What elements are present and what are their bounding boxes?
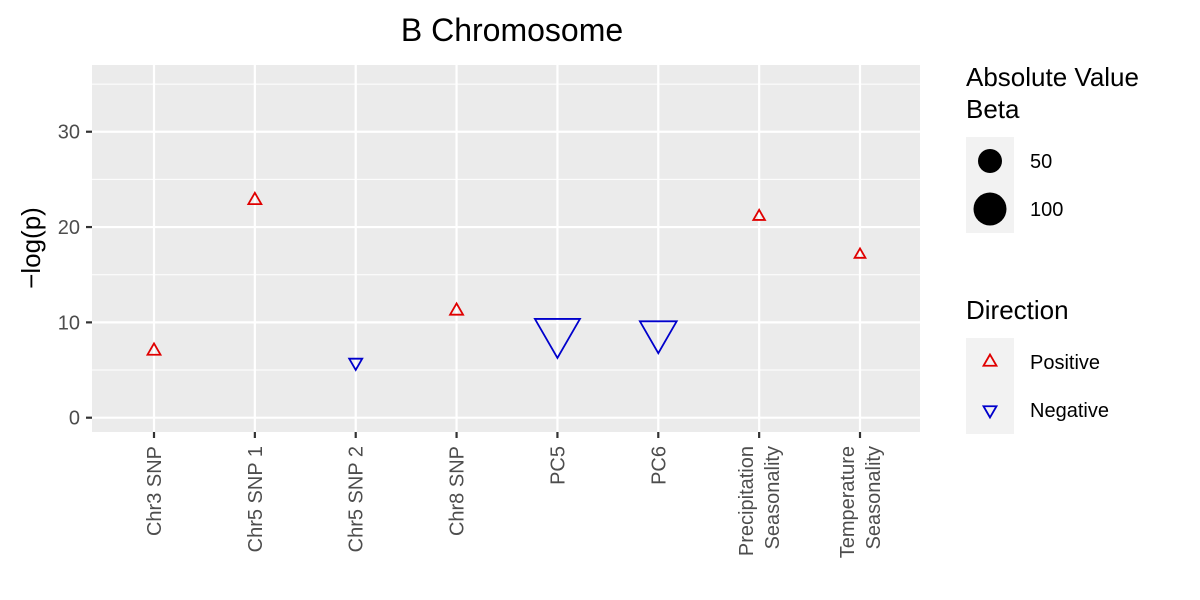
x-tick-label: Precipitation [736, 446, 758, 556]
size-legend-key [978, 149, 1002, 173]
x-tick-label: Chr8 SNP [447, 446, 469, 536]
axes: 0 10 20 30 Chr3 SNP Chr5 SNP 1 Chr5 SNP 2 Chr8 … [58, 122, 885, 559]
x-tick-label: Seasonality [762, 446, 784, 549]
data-points [145, 191, 867, 372]
x-tick-label: Chr3 SNP [144, 446, 166, 536]
x-tick-label: PC6 [648, 446, 670, 485]
x-tick-label: Chr5 SNP 2 [346, 446, 368, 552]
direction-legend-title: Direction [966, 295, 1069, 325]
data-point [638, 320, 679, 355]
legend: Absolute Value Beta 50 100 Direction Positiv… [966, 62, 1139, 434]
chart-title: B Chromosome [401, 12, 623, 48]
x-tick-label: Temperature [837, 446, 859, 558]
data-point [246, 191, 263, 206]
y-tick-label: 0 [69, 408, 80, 430]
direction-legend-label: Positive [1030, 352, 1100, 374]
data-point [853, 246, 867, 259]
y-tick-label: 10 [58, 312, 80, 334]
data-point [533, 318, 582, 360]
direction-legend-keys [966, 338, 1014, 434]
data-point [347, 357, 364, 372]
size-legend-label: 50 [1030, 151, 1052, 173]
direction-legend-key [981, 405, 999, 420]
y-tick-label: 20 [58, 217, 80, 239]
y-tick-label: 30 [58, 122, 80, 144]
size-legend-label: 100 [1030, 199, 1063, 221]
size-legend-key [973, 192, 1007, 226]
x-tick-label: Seasonality [863, 446, 885, 549]
size-legend-title: Beta [966, 94, 1020, 124]
y-axis-title: −log(p) [16, 207, 46, 289]
x-tick-label: PC5 [547, 446, 569, 485]
direction-legend-key [981, 352, 999, 367]
grid-lines [92, 65, 920, 432]
direction-legend-label: Negative [1030, 400, 1109, 422]
data-point [448, 301, 465, 316]
x-tick-label: Chr5 SNP 1 [245, 446, 267, 552]
data-point [145, 341, 163, 356]
data-point [751, 208, 767, 221]
size-legend-title: Absolute Value [966, 62, 1139, 92]
plot-panel [92, 65, 920, 432]
